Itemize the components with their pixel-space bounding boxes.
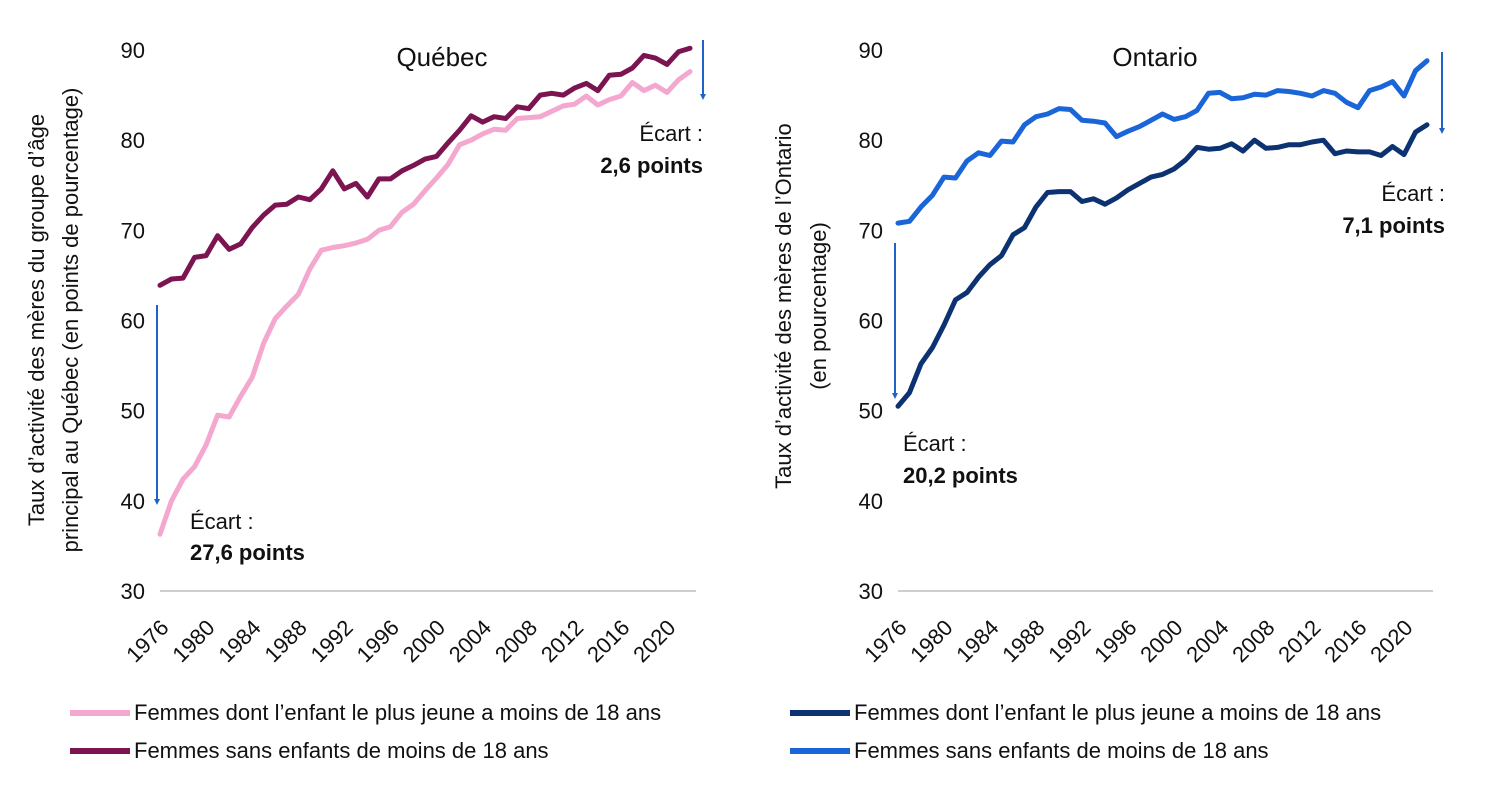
x-tick-label: 1984 (951, 615, 1003, 667)
x-tick-label: 1976 (121, 615, 173, 667)
y-axis-label: principal au Québec (en points de pource… (58, 88, 83, 553)
y-axis-label: (en pourcentage) (806, 222, 831, 390)
legend-entry: Femmes dont l’enfant le plus jeune a moi… (134, 700, 661, 725)
x-tick-label: 1980 (167, 615, 219, 667)
y-tick-label: 80 (121, 128, 145, 153)
chart-title: Ontario (1112, 42, 1197, 72)
x-tick-label: 2008 (490, 615, 542, 667)
series-line-1 (157, 69, 693, 537)
x-tick-label: 2020 (1365, 615, 1417, 667)
x-tick-label: 1992 (306, 615, 358, 667)
legend-entry: Femmes dont l’enfant le plus jeune a moi… (854, 700, 1381, 725)
y-axis-label: Taux d’activité des mères de l’Ontario (771, 123, 796, 489)
x-tick-label: 2016 (1319, 615, 1371, 667)
x-tick-label: 1988 (260, 615, 312, 667)
gap-annotation-label: Écart : (190, 509, 254, 534)
y-tick-label: 40 (121, 489, 145, 514)
gap-annotation-label: Écart : (1381, 181, 1445, 206)
gap-annotation-value: 2,6 points (600, 153, 703, 178)
y-tick-label: 30 (121, 579, 145, 604)
y-tick-label: 70 (121, 218, 145, 243)
y-tick-label: 90 (121, 38, 145, 63)
y-tick-label: 50 (859, 399, 883, 424)
y-tick-label: 60 (121, 309, 145, 334)
gap-annotation-value: 20,2 points (903, 463, 1018, 488)
legend-entry: Femmes sans enfants de moins de 18 ans (134, 738, 549, 763)
x-tick-label: 2000 (398, 615, 450, 667)
y-tick-label: 70 (859, 218, 883, 243)
x-tick-label: 1996 (352, 615, 404, 667)
x-tick-label: 2008 (1227, 615, 1279, 667)
y-tick-label: 30 (859, 579, 883, 604)
series-line-2 (895, 58, 1430, 226)
x-tick-label: 1984 (213, 615, 265, 667)
series-line-2 (157, 45, 693, 288)
y-tick-label: 90 (859, 38, 883, 63)
x-tick-label: 2012 (1273, 615, 1325, 667)
y-tick-label: 40 (859, 489, 883, 514)
gap-annotation-label: Écart : (639, 121, 703, 146)
y-axis-label: Taux d’activité des mères du groupe d’âg… (24, 114, 49, 526)
x-tick-label: 2012 (536, 615, 588, 667)
gap-annotation-value: 27,6 points (190, 540, 305, 565)
x-tick-label: 1980 (905, 615, 957, 667)
x-tick-label: 1976 (859, 615, 911, 667)
x-tick-label: 2016 (582, 615, 634, 667)
x-tick-label: 1988 (997, 615, 1049, 667)
y-tick-label: 80 (859, 128, 883, 153)
chart-title: Québec (396, 42, 487, 72)
legend-entry: Femmes sans enfants de moins de 18 ans (854, 738, 1269, 763)
x-tick-label: 2000 (1135, 615, 1187, 667)
x-tick-label: 1992 (1043, 615, 1095, 667)
gap-annotation-value: 7,1 points (1342, 213, 1445, 238)
y-tick-label: 50 (121, 399, 145, 424)
x-tick-label: 2020 (628, 615, 680, 667)
y-tick-label: 60 (859, 309, 883, 334)
gap-annotation-label: Écart : (903, 431, 967, 456)
series-line-1 (895, 122, 1430, 409)
x-tick-label: 2004 (444, 615, 496, 667)
x-tick-label: 2004 (1181, 615, 1233, 667)
x-tick-label: 1996 (1089, 615, 1141, 667)
